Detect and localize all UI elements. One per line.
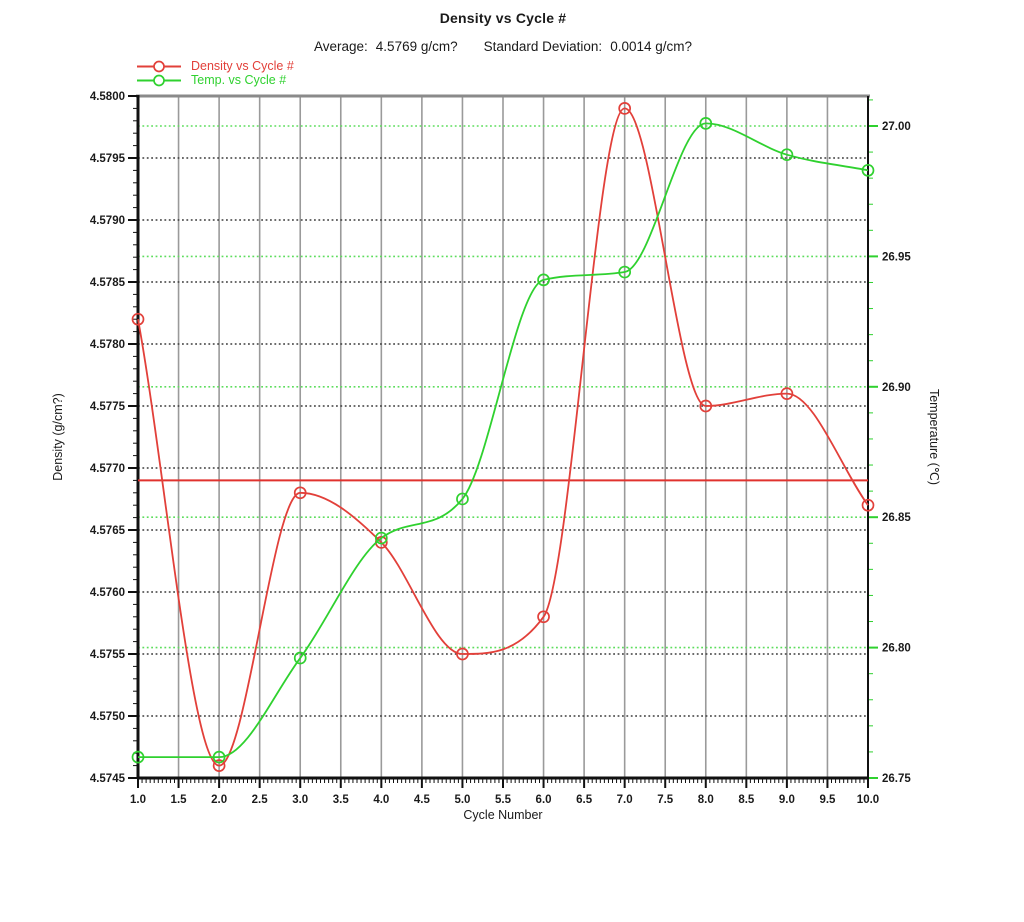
left-tick-label: 4.5790 — [90, 215, 125, 227]
std-dev-value: 0.0014 g/cm? — [610, 39, 692, 54]
legend-circle — [153, 60, 165, 72]
temp-point — [699, 117, 713, 130]
temp-point — [374, 531, 388, 545]
x-tick-label: 9.5 — [819, 794, 836, 806]
temp-point — [131, 750, 145, 764]
left-tick-label: 4.5795 — [90, 153, 126, 165]
x-tick-label: 7.0 — [617, 794, 633, 806]
average-label: Average: — [314, 39, 368, 54]
right-tick-label: 26.80 — [882, 643, 911, 655]
legend: Density vs Cycle # Temp. vs Cycle # — [136, 59, 294, 87]
right-ticks — [869, 99, 878, 779]
left-tick-label: 4.5760 — [90, 587, 125, 599]
left-tick-label: 4.5765 — [90, 525, 126, 537]
density-point — [293, 486, 307, 500]
legend-item-temp: Temp. vs Cycle # — [136, 73, 294, 87]
x-tick-label: 9.0 — [779, 794, 795, 806]
density-point — [618, 102, 632, 115]
x-tick-label: 5.5 — [495, 794, 512, 806]
left-tick-label: 4.5745 — [90, 773, 126, 785]
temp-line — [138, 122, 869, 759]
x-tick-label: 7.5 — [657, 794, 674, 806]
left-tick-label: 4.5750 — [90, 711, 125, 723]
std-dev-label: Standard Deviation: — [483, 39, 603, 54]
temp-point — [861, 163, 875, 177]
density-line — [137, 107, 869, 767]
left-tick-label: 4.5780 — [90, 339, 125, 351]
x-tick-label: 6.0 — [536, 794, 552, 806]
left-axis-title: Density (g/cm?) — [51, 393, 65, 481]
legend-label: Density vs Cycle # — [191, 59, 294, 73]
x-axis-title: Cycle Number — [463, 808, 542, 822]
x-tick-label: 8.0 — [698, 794, 714, 806]
legend-line-marker-icon — [137, 60, 181, 72]
x-tick-label: 1.0 — [130, 794, 146, 806]
density-point — [212, 759, 226, 772]
left-tick-label: 4.5800 — [90, 91, 125, 103]
left-tick-label: 4.5755 — [90, 649, 126, 661]
right-tick-label: 26.90 — [882, 382, 911, 394]
x-tick-label: 2.5 — [252, 794, 269, 806]
left-tick-label: 4.5785 — [90, 277, 126, 289]
x-tick-label: 2.0 — [211, 794, 227, 806]
x-tick-label: 4.5 — [414, 794, 431, 806]
legend-circle — [153, 74, 165, 86]
left-tick-label: 4.5775 — [90, 401, 126, 413]
right-tick-label: 26.95 — [882, 251, 911, 263]
left-tick-label: 4.5770 — [90, 463, 125, 475]
temp-point — [456, 492, 469, 506]
temp-point — [618, 265, 632, 279]
x-tick-label: 8.5 — [738, 794, 755, 806]
x-tick-label: 4.0 — [373, 794, 389, 806]
right-axis-title: Temperature (℃) — [927, 389, 941, 485]
legend-item-density: Density vs Cycle # — [136, 59, 294, 73]
average-value: 4.5769 g/cm? — [375, 39, 458, 54]
temp-point — [293, 651, 307, 665]
x-tick-label: 1.5 — [171, 794, 188, 806]
x-gridlines — [177, 96, 829, 778]
left-ticks — [128, 95, 137, 779]
density-point — [699, 399, 713, 413]
temp-point — [537, 273, 550, 287]
right-tick-label: 26.75 — [882, 773, 911, 785]
density-point — [537, 610, 550, 624]
x-tick-label: 10.0 — [857, 794, 879, 806]
x-tick-label: 6.5 — [576, 794, 593, 806]
right-tick-label: 26.85 — [882, 512, 911, 524]
density-point — [780, 387, 794, 400]
density-point — [131, 312, 145, 326]
x-tick-label: 5.0 — [454, 794, 470, 806]
x-ticks — [137, 779, 869, 788]
x-tick-label: 3.5 — [333, 794, 350, 806]
left-gridlines — [138, 157, 868, 717]
chart-title: Density vs Cycle # — [439, 10, 567, 26]
legend-line-marker-icon — [137, 74, 181, 86]
right-tick-label: 27.00 — [882, 121, 911, 133]
density-point — [861, 498, 875, 512]
density-point — [456, 647, 469, 661]
x-tick-label: 3.0 — [292, 794, 308, 806]
legend-label: Temp. vs Cycle # — [191, 73, 287, 87]
chart-subtitle: Average: 4.5769 g/cm? Standard Deviation: 0… — [143, 39, 863, 54]
temp-point — [212, 750, 226, 764]
right-gridlines — [138, 125, 868, 649]
temp-point — [780, 148, 794, 162]
